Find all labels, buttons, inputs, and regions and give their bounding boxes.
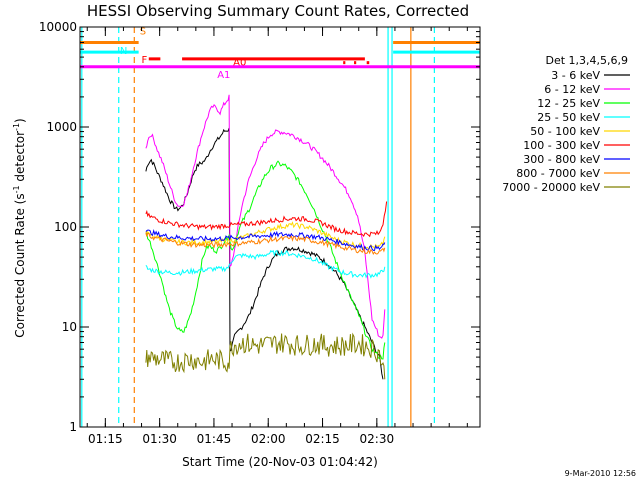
x-tick-label: 01:45 [197, 432, 232, 446]
x-tick-label: 02:30 [360, 432, 395, 446]
x-tick-label: 02:00 [251, 432, 286, 446]
y-tick-label: 1 [69, 420, 77, 434]
x-tick-label: 01:30 [142, 432, 177, 446]
y-axis-label-part: ) [13, 118, 27, 123]
legend-title: Det 1,3,4,5,6,9 [545, 54, 628, 67]
series-line [145, 160, 386, 360]
legend-label: 12 - 25 keV [537, 97, 600, 110]
series-line [145, 229, 386, 251]
series-line [145, 249, 386, 279]
legend-label: 3 - 6 keV [551, 69, 600, 82]
legend-label: 300 - 800 keV [523, 153, 600, 166]
state-bar-label: A1 [217, 70, 230, 81]
y-axis-label-part: Corrected Count Rate (s [13, 193, 27, 337]
state-bar-label: A0 [233, 58, 246, 69]
series-line [145, 127, 384, 380]
legend-label: 25 - 50 keV [537, 111, 600, 124]
x-tick-label: 02:15 [305, 432, 340, 446]
y-tick-label: 10000 [39, 20, 77, 34]
y-tick-label: 10 [62, 320, 77, 334]
state-bar-label: F [142, 55, 148, 66]
y-axis-label-exponent: -1 [12, 123, 21, 131]
series-line [145, 201, 388, 238]
series-line [145, 232, 386, 255]
y-axis: 1 10 100 1000 10000 [39, 20, 480, 434]
chart-title: HESSI Observing Summary Count Rates, Cor… [87, 2, 469, 20]
state-bar-label: N [120, 46, 127, 57]
y-axis-label-part: detector [13, 131, 27, 186]
state-bar-label: S [140, 26, 146, 37]
y-tick-label: 100 [54, 220, 77, 234]
x-axis-label: Start Time (20-Nov-03 01:04:42) [182, 455, 378, 469]
y-tick-label: 1000 [46, 120, 77, 134]
series-line [145, 332, 386, 380]
legend-label: 7000 - 20000 keV [502, 181, 600, 194]
x-tick-label: 01:15 [88, 432, 123, 446]
y-axis-label-exponent: -1 [12, 185, 21, 193]
legend-label: 100 - 300 keV [523, 139, 600, 152]
date-stamp: 9-Mar-2010 12:56 [565, 469, 636, 478]
series-line [145, 221, 386, 250]
x-axis: 01:15 01:30 01:45 02:00 02:15 02:30 [86, 27, 468, 446]
legend-label: 800 - 7000 keV [516, 167, 600, 180]
series-line [145, 94, 386, 339]
legend-label: 50 - 100 keV [530, 125, 600, 138]
y-axis-label: Corrected Count Rate (s-1 detector-1) [12, 118, 27, 337]
legend-label: 6 - 12 keV [544, 83, 600, 96]
